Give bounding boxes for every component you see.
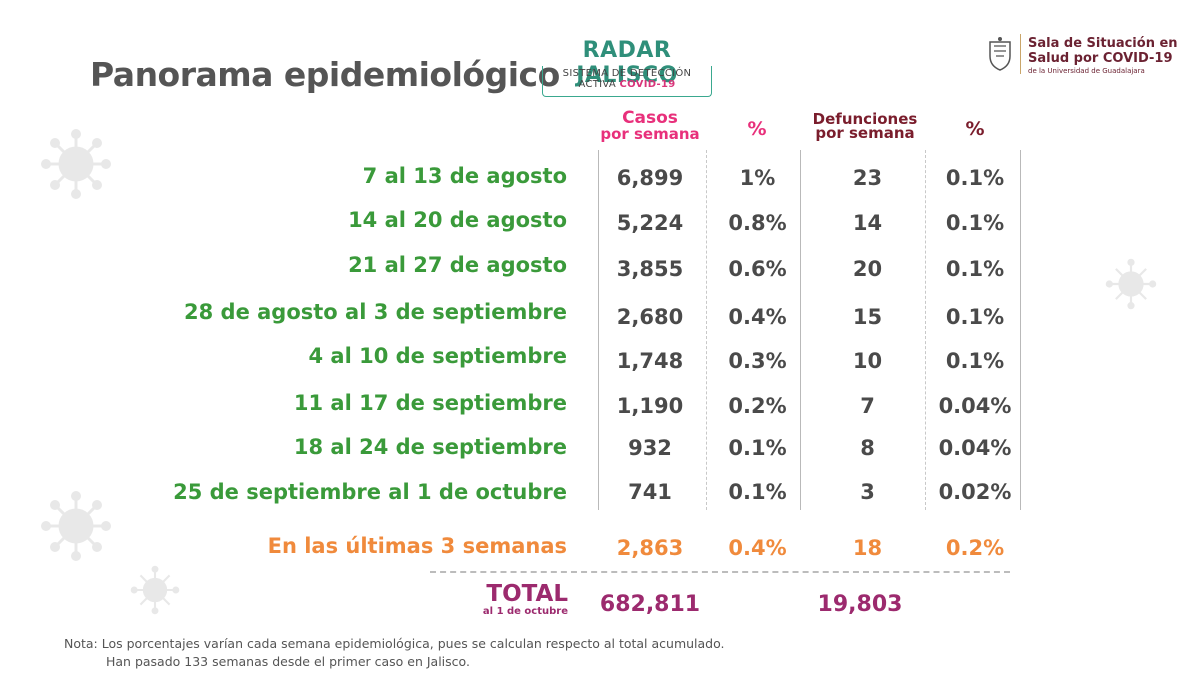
header-def-l1: Defunciones (812, 110, 918, 128)
cell-pct-casos: 1% (739, 166, 776, 190)
header-casos-l1: Casos (622, 108, 678, 128)
total-casos: 682,811 (599, 592, 701, 617)
summary-label: En las últimas 3 semanas (267, 534, 567, 558)
cell-pct-casos: 0.8% (728, 211, 787, 235)
cell-defunciones: 3 (860, 480, 875, 504)
radar-sub1: SISTEMA DE DETECCIÓN (562, 68, 692, 79)
header-defunciones: Defunciones por semana (800, 110, 930, 142)
logo-line1: Sala de Situación en (1028, 36, 1178, 51)
column-divider (800, 150, 801, 510)
cell-casos: 1,748 (616, 349, 684, 373)
radar-sub2-prefix: ACTIVA (578, 79, 620, 90)
radar-jalisco-subtitle-box: SISTEMA DE DETECCIÓN ACTIVA COVID-19 (542, 66, 712, 97)
row-label: 7 al 13 de agosto (362, 164, 567, 188)
cell-pct-casos: 0.6% (728, 257, 787, 281)
cell-pct-defunciones: 0.1% (945, 305, 1005, 329)
cell-casos: 1,190 (616, 394, 684, 418)
total-label: TOTAL (486, 581, 568, 607)
row-label: 21 al 27 de agosto (348, 253, 567, 277)
note-line1: Nota: Los porcentajes varían cada semana… (64, 636, 725, 651)
cell-defunciones: 7 (860, 394, 875, 418)
cell-pct-defunciones: 0.04% (938, 436, 1012, 460)
row-label: 4 al 10 de septiembre (308, 344, 568, 368)
cell-casos: 5,224 (616, 211, 684, 235)
radar-sub2-bold: COVID-19 (619, 79, 676, 90)
row-label: 14 al 20 de agosto (348, 208, 567, 232)
cell-casos: 3,855 (616, 257, 684, 281)
virus-icon (130, 565, 180, 615)
page-title: Panorama epidemiológico (90, 55, 560, 94)
virus-icon (41, 129, 111, 199)
cell-casos: 6,899 (616, 166, 684, 190)
summary-pct-casos: 0.4% (728, 536, 787, 560)
header-pct-casos: % (747, 118, 767, 140)
row-label: 11 al 17 de septiembre (293, 391, 567, 415)
header-def-l2: por semana (815, 124, 915, 142)
row-label: 18 al 24 de septiembre (293, 435, 567, 459)
cell-defunciones: 14 (852, 211, 883, 235)
cell-defunciones: 10 (852, 349, 883, 373)
row-label: 25 de septiembre al 1 de octubre (173, 480, 567, 504)
row-label: 28 de agosto al 3 de septiembre (184, 300, 567, 324)
virus-icon (41, 491, 111, 561)
column-divider (706, 150, 707, 510)
divider (430, 571, 1010, 573)
udg-seal-icon (989, 37, 1011, 71)
radar-jalisco-title: RADAR JALISCO (576, 38, 678, 88)
summary-pct-defunciones: 0.2% (945, 536, 1005, 560)
cell-casos: 741 (628, 480, 672, 504)
header-casos-l2: por semana (600, 125, 700, 143)
cell-defunciones: 23 (852, 166, 883, 190)
cell-pct-defunciones: 0.1% (945, 211, 1005, 235)
header-pct-defunciones: % (965, 118, 985, 140)
total-sublabel: al 1 de octubre (482, 606, 568, 617)
cell-pct-defunciones: 0.04% (938, 394, 1012, 418)
cell-pct-casos: 0.3% (728, 349, 787, 373)
logo-line3: de la Universidad de Guadalajara (1028, 67, 1145, 75)
cell-pct-casos: 0.2% (728, 394, 787, 418)
cell-defunciones: 15 (852, 305, 883, 329)
cell-defunciones: 8 (860, 436, 875, 460)
logo-line2: Salud por COVID-19 (1028, 51, 1173, 66)
note-line2: Han pasado 133 semanas desde el primer c… (106, 654, 470, 669)
header-casos: Casos por semana (590, 108, 710, 143)
summary-defunciones: 18 (852, 536, 883, 560)
cell-pct-defunciones: 0.1% (945, 166, 1005, 190)
cell-pct-defunciones: 0.1% (945, 257, 1005, 281)
cell-pct-casos: 0.1% (728, 480, 787, 504)
summary-casos: 2,863 (616, 536, 684, 560)
total-defunciones: 19,803 (817, 592, 903, 617)
cell-casos: 2,680 (616, 305, 684, 329)
radar-sub2: ACTIVA COVID-19 (543, 79, 711, 90)
cell-defunciones: 20 (852, 257, 883, 281)
column-divider (925, 150, 926, 510)
cell-pct-defunciones: 0.02% (938, 480, 1012, 504)
virus-icon (1105, 258, 1157, 310)
cell-pct-defunciones: 0.1% (945, 349, 1005, 373)
column-divider (598, 150, 599, 510)
cell-pct-casos: 0.1% (728, 436, 787, 460)
cell-pct-casos: 0.4% (728, 305, 787, 329)
logo-divider (1020, 34, 1021, 74)
cell-casos: 932 (628, 436, 672, 460)
column-divider (1020, 150, 1021, 510)
